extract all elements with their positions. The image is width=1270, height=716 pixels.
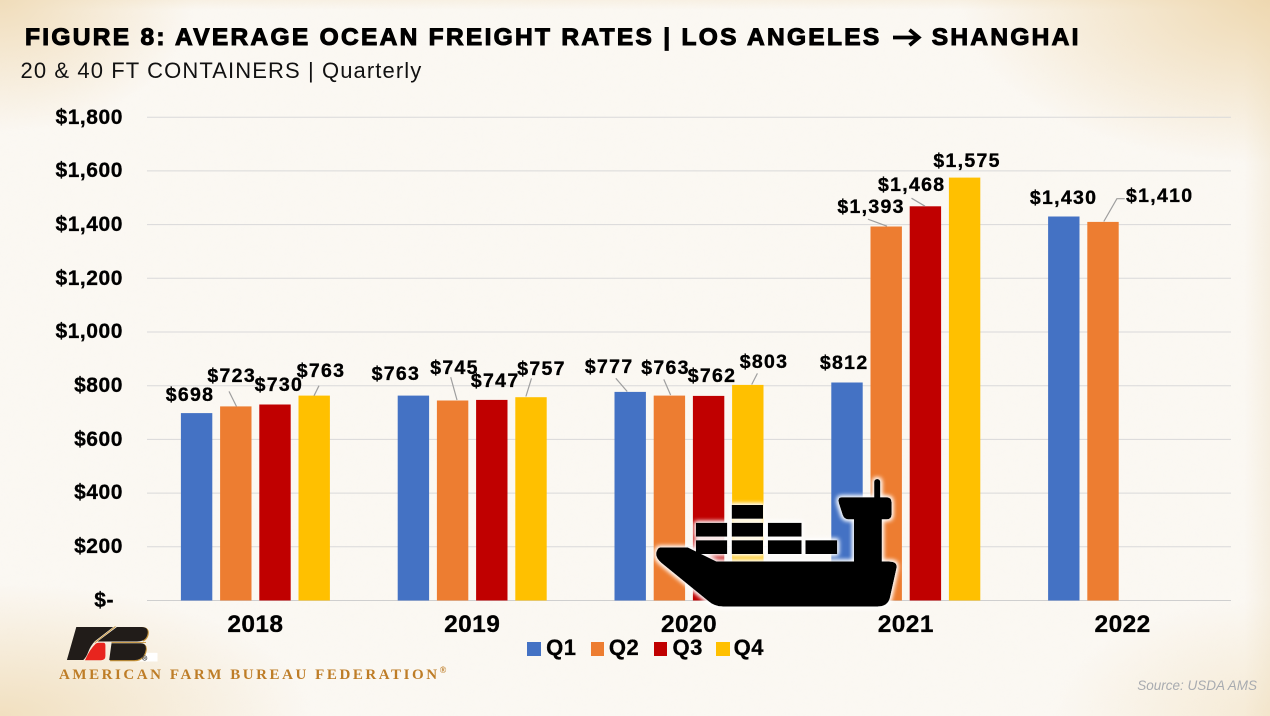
svg-text:R: R	[143, 657, 146, 661]
